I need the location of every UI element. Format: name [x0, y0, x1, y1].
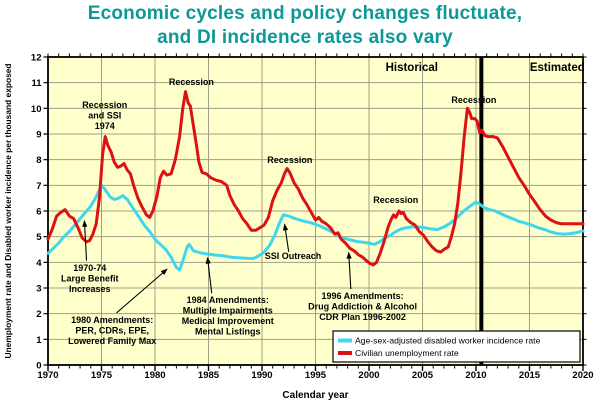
y-tick-label: 9 — [36, 130, 41, 141]
chart-title: Economic cycles and policy changes fluct… — [0, 2, 610, 50]
x-tick-label: 1970 — [37, 370, 58, 381]
annotation-recession-1982: Recession — [169, 77, 214, 87]
annotation-arrowhead — [282, 223, 289, 231]
x-tick-label: 1990 — [251, 370, 272, 381]
x-tick-label: 1995 — [305, 370, 327, 381]
x-tick-label: 1975 — [91, 370, 113, 381]
x-axis-title: Calendar year — [282, 390, 348, 401]
annotation-arrow — [348, 255, 352, 290]
x-tick-label: 2005 — [412, 370, 434, 381]
x-tick-label: 2020 — [572, 370, 593, 381]
annotation-estimated: Estimated — [530, 62, 585, 74]
y-tick-label: 8 — [36, 155, 41, 166]
annotation-1980-amendments: 1980 Amendments: PER, CDRs, EPE, Lowered F… — [68, 315, 156, 346]
y-tick-label: 6 — [36, 207, 41, 218]
annotation-arrowhead — [346, 251, 352, 259]
annotation-arrow — [284, 227, 290, 253]
x-tick-label: 2000 — [358, 370, 379, 381]
series-line-1 — [46, 90, 585, 267]
annotation-recession-1974: Recession and SSI 1974 — [82, 100, 127, 131]
x-tick-label: 2010 — [465, 370, 486, 381]
y-tick-label: 4 — [36, 258, 42, 269]
annotation-arrowhead — [205, 256, 211, 264]
x-tick-label: 1985 — [198, 370, 220, 381]
annotation-historical: Historical — [386, 62, 438, 74]
annotation-ssi-outreach: SSI Outreach — [265, 251, 322, 261]
y-tick-label: 0 — [36, 361, 41, 372]
annotation-1970-benefit: 1970-74 Large Benefit Increases — [61, 263, 119, 294]
annotation-1984-amendments: 1984 Amendments: Multiple Impairments Medi… — [182, 295, 274, 337]
y-axis-title: Unemployment rate and Disabled worker in… — [3, 63, 13, 358]
x-tick-label: 1980 — [144, 370, 165, 381]
annotation-recession-2009: Recession — [451, 95, 496, 105]
x-tick-label: 2015 — [519, 370, 541, 381]
chart-title-line2: and DI incidence rates also vary — [157, 27, 453, 48]
y-tick-label: 7 — [36, 181, 41, 192]
annotation-arrow — [116, 270, 166, 314]
legend-label-1: Civilian unemployment rate — [355, 348, 459, 358]
y-tick-label: 12 — [31, 53, 42, 64]
y-tick-label: 5 — [36, 232, 42, 243]
legend-box — [332, 330, 581, 363]
annotation-recession-2002: Recession — [373, 195, 418, 205]
plot-frame — [47, 56, 584, 366]
y-tick-label: 11 — [31, 78, 42, 89]
annotation-arrowhead — [160, 268, 168, 275]
annotation-arrow — [84, 223, 88, 261]
chart-title-line1: Economic cycles and policy changes fluct… — [87, 3, 523, 24]
annotation-recession-1992: Recession — [267, 155, 312, 165]
y-tick-label: 10 — [31, 104, 42, 115]
annotation-1996-amendments: 1996 Amendments: Drug Addiction & Alcohol… — [308, 291, 417, 322]
y-tick-label: 2 — [36, 309, 41, 320]
legend-label-0: Age-sex-adjusted disabled worker inciden… — [355, 336, 541, 346]
series-line-0 — [46, 183, 585, 272]
annotation-arrowhead — [82, 219, 88, 227]
annotation-arrow — [207, 260, 213, 294]
y-tick-label: 1 — [36, 335, 42, 346]
y-tick-label: 3 — [36, 284, 41, 295]
